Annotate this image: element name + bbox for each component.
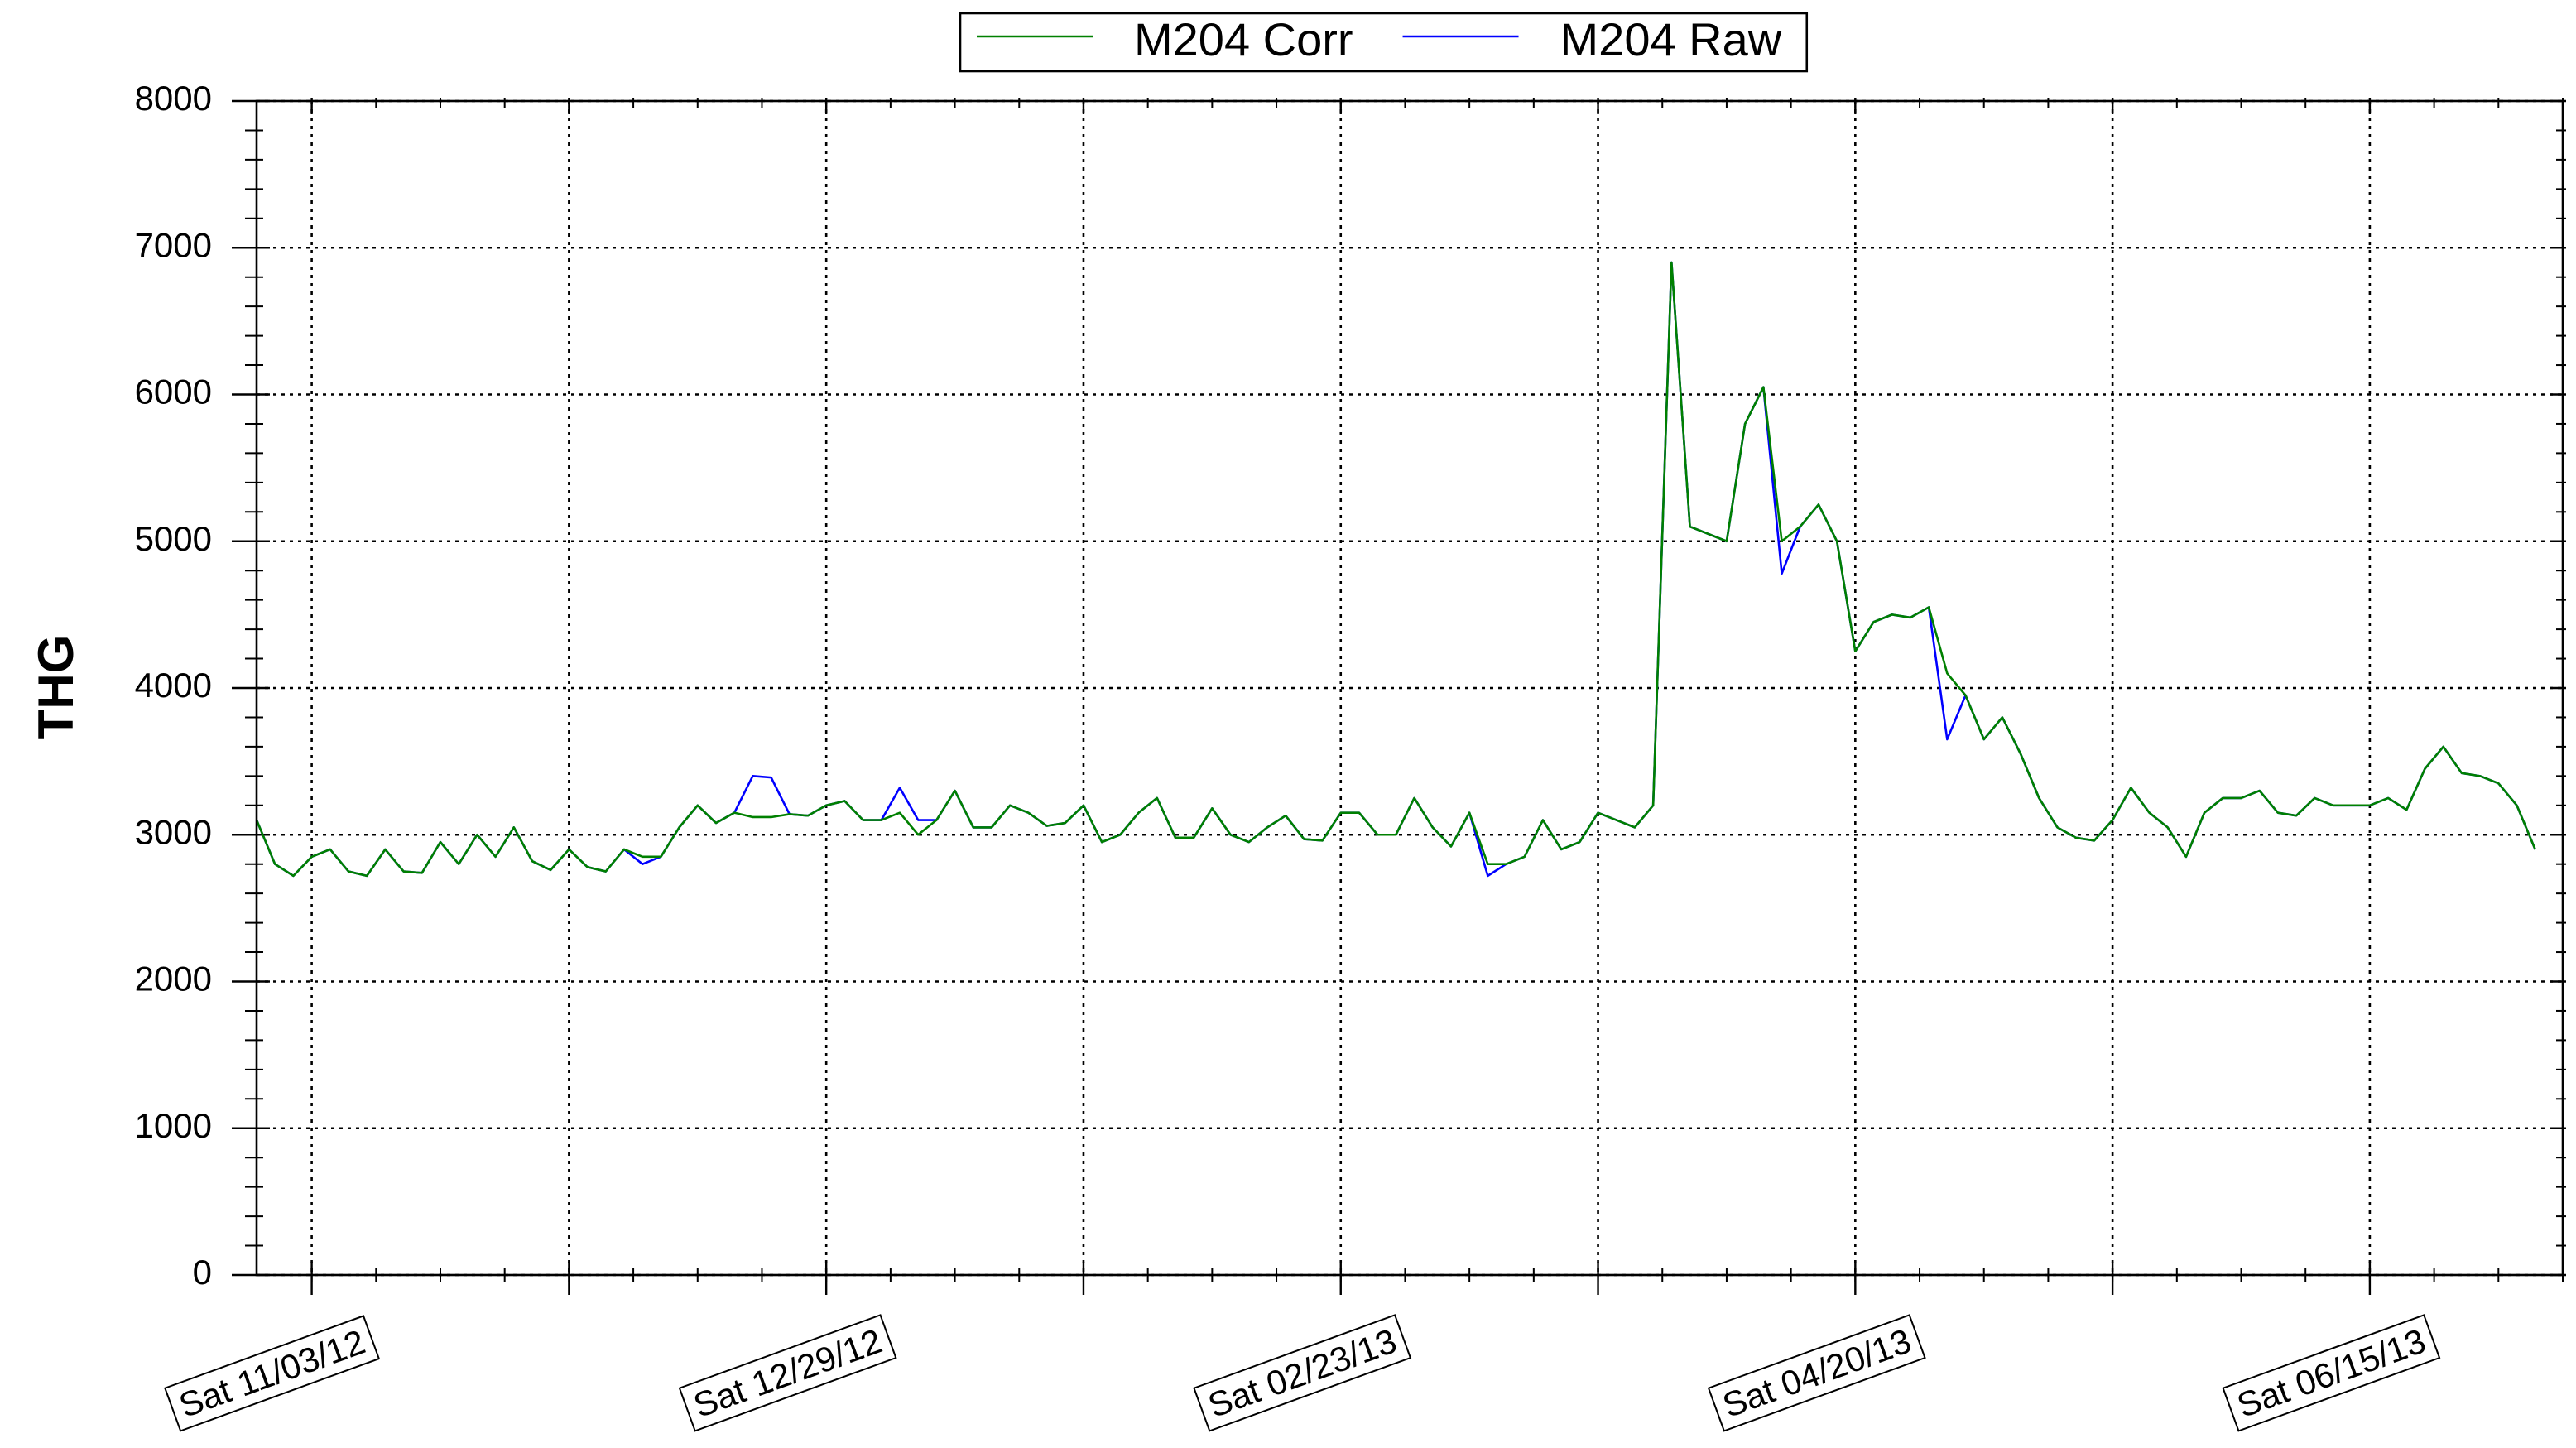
legend-label: M204 Corr <box>1134 13 1353 65</box>
x-tick-label: Sat 06/15/13 <box>2232 1321 2430 1426</box>
y-tick-label: 6000 <box>135 373 212 411</box>
y-tick-label: 5000 <box>135 519 212 558</box>
x-tick-label-group: Sat 12/29/12 <box>678 1314 897 1432</box>
y-tick-label: 2000 <box>135 960 212 998</box>
x-tick-label-group: Sat 06/15/13 <box>2222 1314 2441 1432</box>
x-tick-label: Sat 04/20/13 <box>1718 1321 1916 1426</box>
x-tick-label-group: Sat 04/20/13 <box>1707 1314 1926 1432</box>
legend-box <box>959 12 1809 73</box>
legend-label: M204 Raw <box>1560 13 1782 65</box>
y-axis-label: THG <box>28 635 84 740</box>
x-tick-label-group: Sat 11/03/12 <box>164 1315 381 1432</box>
x-tick-label-box <box>678 1314 897 1432</box>
x-tick-label-box <box>2222 1314 2441 1432</box>
legend: M204 Corr M204 Raw <box>959 12 1809 73</box>
x-tick-label: Sat 12/29/12 <box>689 1321 887 1426</box>
x-tick-label-box <box>164 1315 381 1432</box>
y-tick-label: 4000 <box>135 666 212 705</box>
line-series <box>255 261 2536 878</box>
y-tick-label: 7000 <box>135 225 212 264</box>
y-tick-label: 0 <box>193 1253 212 1292</box>
x-tick-label: Sat 02/23/13 <box>1203 1321 1401 1426</box>
x-tick-label-box <box>1707 1314 1926 1432</box>
x-tick-label-group: Sat 02/23/13 <box>1193 1314 1412 1432</box>
y-tick-label: 8000 <box>135 79 212 118</box>
plot-frame <box>255 99 2564 1277</box>
x-tick-label-box <box>1193 1314 1412 1432</box>
y-tick-label: 3000 <box>135 812 212 851</box>
line-series <box>255 261 2536 878</box>
y-tick-label: 1000 <box>135 1106 212 1145</box>
